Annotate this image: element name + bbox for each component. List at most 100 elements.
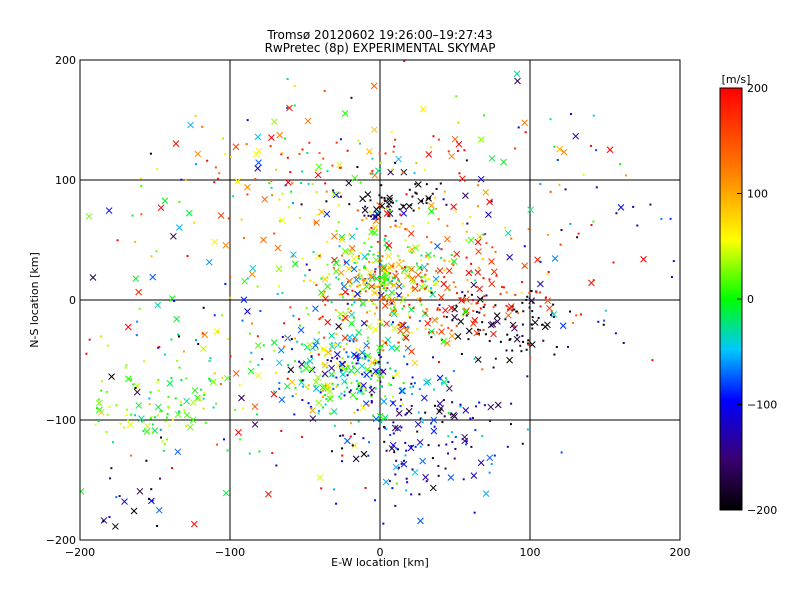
data-point-dot bbox=[482, 277, 485, 280]
data-point-dot bbox=[660, 217, 663, 220]
data-point-dot bbox=[447, 435, 450, 438]
data-point-dot bbox=[281, 192, 284, 195]
data-point-dot bbox=[369, 370, 372, 373]
data-point-dot bbox=[400, 398, 403, 401]
data-point-x bbox=[322, 295, 329, 303]
data-point-dot bbox=[395, 199, 398, 202]
data-point-dot bbox=[511, 349, 514, 352]
data-point-dot bbox=[277, 285, 280, 288]
data-point-dot bbox=[462, 300, 465, 303]
data-point-dot bbox=[493, 454, 496, 457]
data-point-dot bbox=[373, 372, 376, 375]
data-point-dot bbox=[393, 275, 396, 278]
data-point-dot bbox=[309, 405, 312, 408]
data-point-dot bbox=[526, 428, 529, 431]
data-point-x bbox=[353, 276, 360, 284]
data-point-x bbox=[174, 448, 182, 456]
data-point-dot bbox=[230, 155, 233, 158]
data-point-dot bbox=[405, 477, 408, 480]
data-point-dot bbox=[350, 267, 353, 270]
data-point-dot bbox=[208, 359, 211, 362]
data-point-dot bbox=[348, 233, 351, 236]
data-point-dot bbox=[564, 188, 567, 191]
data-point-x bbox=[485, 211, 492, 218]
data-point-dot bbox=[392, 421, 395, 424]
data-point-dot bbox=[183, 409, 186, 412]
data-point-dot bbox=[202, 397, 205, 400]
data-point-dot bbox=[381, 369, 384, 372]
data-point-dot bbox=[425, 269, 428, 272]
data-point-x bbox=[476, 285, 483, 293]
data-point-dot bbox=[569, 310, 572, 313]
data-point-dot bbox=[430, 336, 433, 339]
data-point-x bbox=[265, 490, 272, 498]
data-point-x bbox=[185, 209, 193, 217]
data-point-dot bbox=[100, 389, 103, 392]
data-point-dot bbox=[425, 286, 428, 289]
data-point-dot bbox=[289, 171, 292, 174]
data-point-dot bbox=[453, 457, 456, 460]
data-point-x bbox=[376, 412, 384, 420]
data-point-dot bbox=[447, 150, 450, 153]
data-point-x bbox=[316, 474, 324, 481]
data-point-dot bbox=[402, 259, 405, 262]
data-point-dot bbox=[450, 329, 453, 332]
data-point-x bbox=[244, 183, 251, 191]
data-point-dot bbox=[461, 222, 464, 225]
data-point-dot bbox=[471, 298, 474, 301]
data-point-dot bbox=[194, 163, 197, 166]
data-point-x bbox=[254, 133, 262, 141]
data-point-dot bbox=[479, 236, 482, 239]
data-point-x bbox=[332, 259, 340, 267]
data-point-dot bbox=[625, 174, 628, 177]
data-point-dot bbox=[203, 391, 206, 394]
data-point-dot bbox=[106, 413, 109, 416]
data-point-dot bbox=[376, 254, 379, 257]
data-point-dot bbox=[484, 333, 487, 336]
data-point-dot bbox=[275, 168, 278, 171]
data-point-dot bbox=[329, 395, 332, 398]
data-point-x bbox=[254, 342, 262, 349]
data-point-dot bbox=[445, 203, 448, 206]
data-point-dot bbox=[378, 260, 381, 263]
data-point-dot bbox=[178, 200, 181, 203]
data-point-dot bbox=[463, 294, 466, 297]
data-point-dot bbox=[382, 522, 385, 525]
data-point-dot bbox=[138, 307, 141, 310]
data-point-dot bbox=[226, 449, 229, 452]
data-point-dot bbox=[526, 295, 529, 298]
data-point-x bbox=[442, 306, 449, 314]
data-point-dot bbox=[411, 286, 414, 289]
data-point-dot bbox=[270, 186, 273, 189]
data-point-dot bbox=[509, 423, 512, 426]
data-point-dot bbox=[392, 150, 395, 153]
data-point-dot bbox=[156, 525, 159, 528]
data-point-dot bbox=[420, 259, 423, 262]
data-point-dot bbox=[370, 226, 373, 229]
data-point-x bbox=[415, 181, 422, 188]
data-point-dot bbox=[538, 291, 541, 294]
data-point-dot bbox=[398, 258, 401, 261]
data-point-dot bbox=[475, 405, 478, 408]
data-point-dot bbox=[391, 401, 394, 404]
data-point-dot bbox=[197, 343, 200, 346]
data-point-dot bbox=[298, 324, 301, 327]
data-point-dot bbox=[359, 292, 362, 295]
data-point-dot bbox=[400, 267, 403, 270]
data-point-dot bbox=[552, 303, 555, 306]
data-point-dot bbox=[346, 149, 349, 152]
data-point-dot bbox=[590, 144, 593, 147]
data-point-dot bbox=[485, 242, 488, 245]
data-point-dot bbox=[256, 335, 259, 338]
data-point-dot bbox=[345, 285, 348, 288]
data-point-x bbox=[333, 351, 341, 358]
data-point-dot bbox=[122, 426, 125, 429]
data-point-dot bbox=[356, 357, 359, 360]
data-point-dot bbox=[341, 447, 344, 450]
data-point-x bbox=[154, 403, 162, 411]
data-point-dot bbox=[449, 413, 452, 416]
data-point-dot bbox=[300, 182, 303, 185]
data-point-dot bbox=[162, 449, 165, 452]
data-point-dot bbox=[335, 276, 338, 279]
data-point-x bbox=[458, 175, 466, 183]
